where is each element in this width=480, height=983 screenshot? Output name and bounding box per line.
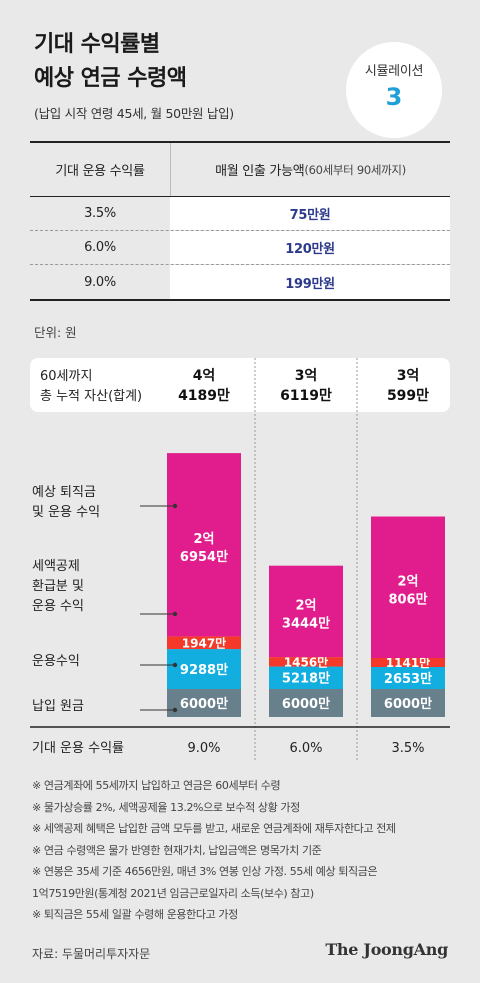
retirement-segment-label: 2억	[193, 532, 214, 547]
withdrawal-table: 기대 운용 수익률 매월 인출 가능액 (60세부터 90세까지) 3.5% 75…	[30, 141, 450, 301]
legend-label: 예상 퇴직금	[32, 485, 96, 500]
x-tick-label: 9.0%	[187, 741, 220, 756]
return-segment-bar	[269, 666, 343, 689]
footnote: ※ 세액공제 혜택은 납입한 금액 모두를 받고, 새로운 연금계좌에 재투자한…	[32, 822, 396, 835]
return-segment-label: 2653만	[384, 671, 432, 687]
tax-credit-segment-label: 1947만	[182, 635, 226, 650]
table-cell-rate: 6.0%	[84, 240, 116, 255]
unit-label: 단위: 원	[34, 325, 77, 340]
retirement-segment-bar	[167, 453, 241, 637]
footnote: ※ 퇴직금은 55세 일괄 수령해 운용한다고 가정	[32, 908, 238, 921]
tax-credit-segment-label: 1456만	[284, 654, 328, 669]
totals-row-background	[30, 358, 450, 412]
principal-segment-bar	[269, 689, 343, 717]
footnote: ※ 물가상승률 2%, 세액공제율 13.2%으로 보수적 상황 가정	[32, 800, 300, 814]
simulation-badge: 시뮬레이션 3	[346, 42, 442, 138]
legend-label: 및 운용 수익	[32, 505, 100, 520]
brand-logo: The JoongAng	[325, 940, 448, 959]
principal-segment-label: 6000만	[180, 696, 228, 712]
tax-credit-segment-label: 1141만	[386, 655, 430, 670]
table-header-amount: 매월 인출 가능액 (60세부터 90세까지)	[170, 143, 450, 196]
legend-label: 운용 수익	[32, 599, 84, 614]
legend-label: 납입 원금	[32, 699, 84, 714]
retirement-segment-label: 806만	[388, 591, 427, 607]
table-cell-amount: 120만원	[170, 231, 450, 264]
table-header-amount-note: (60세부터 90세까지)	[304, 162, 406, 177]
principal-segment-bar	[167, 689, 241, 717]
table-header-amount-label: 매월 인출 가능액	[215, 164, 305, 179]
legend-label: 환급분 및	[32, 579, 84, 594]
total-value-label: 599만	[387, 388, 429, 404]
footnote: ※ 연봉은 35세 기준 4656만원, 매년 3% 연봉 인상 가정. 55세…	[32, 865, 378, 878]
principal-segment-label: 6000만	[282, 696, 330, 712]
table-cell-amount: 75만원	[170, 197, 450, 230]
table-header-row: 기대 운용 수익률 매월 인출 가능액 (60세부터 90세까지)	[30, 143, 450, 197]
x-axis-label: 기대 운용 수익률	[32, 741, 124, 756]
table-cell-rate: 9.0%	[84, 274, 116, 290]
retirement-segment-bar	[269, 565, 343, 658]
retirement-segment-label: 3444만	[282, 615, 330, 631]
return-segment-label: 5218만	[282, 671, 330, 687]
totals-row-label: 60세까지	[40, 369, 92, 384]
footnote: ※ 연금계좌에 55세까지 납입하고 연금은 60세부터 수령	[32, 779, 281, 792]
x-tick-label: 6.0%	[289, 741, 322, 756]
retirement-segment-label: 2억	[295, 598, 316, 613]
legend-leader-dot	[172, 611, 178, 617]
legend-leader-dot	[172, 662, 178, 668]
total-value-label: 3억	[295, 368, 318, 384]
total-value-label: 3억	[397, 368, 420, 384]
table-row: 9.0% 199만원	[30, 265, 450, 299]
legend-leader-dot	[172, 707, 178, 713]
return-segment-bar	[371, 667, 445, 689]
x-tick-label: 3.5%	[391, 741, 424, 756]
table-cell-amount: 199만원	[170, 265, 450, 299]
page-title: 기대 수익률별 예상 연금 수령액	[34, 28, 187, 96]
footnotes: ※ 연금계좌에 55세까지 납입하고 연금은 60세부터 수령 ※ 물가상승률 …	[32, 775, 396, 926]
tax-credit-segment-bar	[269, 657, 343, 667]
footnote: ※ 연금 수령액은 물가 반영한 현재가치, 납입금액은 명목가치 기준	[32, 843, 322, 857]
principal-segment-label: 6000만	[384, 696, 432, 712]
tax-credit-segment-bar	[167, 636, 241, 650]
return-segment-label: 9288만	[180, 662, 228, 678]
table-cell-rate: 3.5%	[84, 206, 116, 221]
legend-label: 운용수익	[32, 654, 80, 669]
table-row: 3.5% 75만원	[30, 197, 450, 231]
total-value-label: 4189만	[178, 388, 230, 404]
footnote: 1억7519만원(통계청 2021년 임금근로일자리 소득(보수) 참고)	[32, 886, 314, 900]
badge-label: 시뮬레이션	[364, 64, 424, 79]
title-line-1: 기대 수익률별	[34, 32, 160, 57]
total-value-label: 4억	[193, 368, 216, 384]
source-credit: 자료: 두물머리투자자문	[32, 947, 151, 961]
table-row: 6.0% 120만원	[30, 231, 450, 265]
total-value-label: 6119만	[280, 388, 332, 404]
principal-segment-bar	[371, 689, 445, 717]
totals-row-label: 총 누적 자산(합계)	[40, 389, 142, 404]
retirement-segment-label: 2억	[397, 574, 418, 589]
legend-label: 세액공제	[32, 559, 80, 574]
return-segment-bar	[167, 649, 241, 689]
retirement-segment-bar	[371, 516, 445, 658]
legend-leader-dot	[172, 503, 178, 509]
retirement-segment-label: 6954만	[180, 549, 228, 565]
subtitle: (납입 시작 연령 45세, 월 50만원 납입)	[34, 106, 234, 121]
title-line-2: 예상 연금 수령액	[34, 66, 187, 91]
table-header-rate: 기대 운용 수익률	[55, 164, 145, 179]
tax-credit-segment-bar	[371, 658, 445, 667]
badge-number: 3	[385, 83, 403, 111]
